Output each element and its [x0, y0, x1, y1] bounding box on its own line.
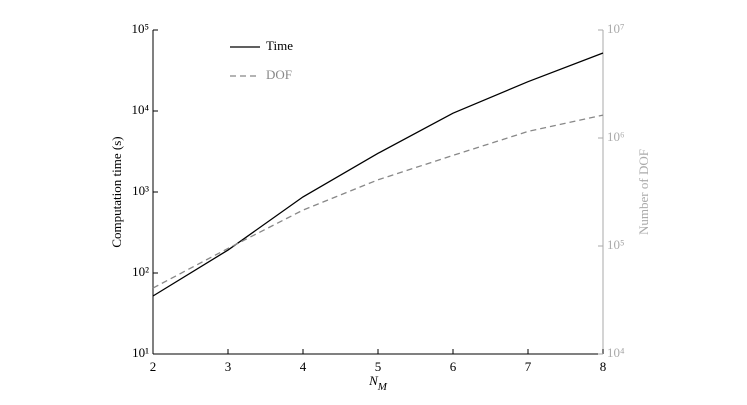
y-tick-label: 10¹ [132, 345, 149, 360]
x-axis-label-subscript: M [377, 381, 388, 393]
x-tick-label: 7 [525, 359, 532, 374]
x-axis-label-main: N [368, 373, 379, 388]
y-tick-label: 10² [132, 264, 149, 279]
legend-label: DOF [266, 67, 292, 82]
y2-axis-label: Number of DOF [636, 149, 651, 235]
y2-tick-label: 10⁵ [607, 237, 625, 252]
legend-label: Time [266, 38, 293, 53]
y-tick-label: 10³ [132, 183, 149, 198]
y2-tick-label: 10⁴ [607, 345, 625, 360]
y2-tick-label: 10⁷ [607, 21, 625, 36]
line-series [152, 52, 604, 297]
x-tick-label: 3 [225, 359, 232, 374]
y-tick-label: 10⁴ [131, 102, 149, 117]
y2-tick-label: 10⁶ [607, 129, 625, 144]
x-tick-label: 6 [450, 359, 457, 374]
x-tick-label: 4 [300, 359, 307, 374]
line-series [152, 114, 604, 289]
y-axis-label: Computation time (s) [109, 136, 124, 247]
x-tick-label: 5 [375, 359, 382, 374]
x-axis-label: NM [368, 373, 388, 393]
y-tick-label: 10⁵ [131, 21, 149, 36]
x-tick-label: 2 [150, 359, 157, 374]
x-tick-label: 8 [600, 359, 607, 374]
